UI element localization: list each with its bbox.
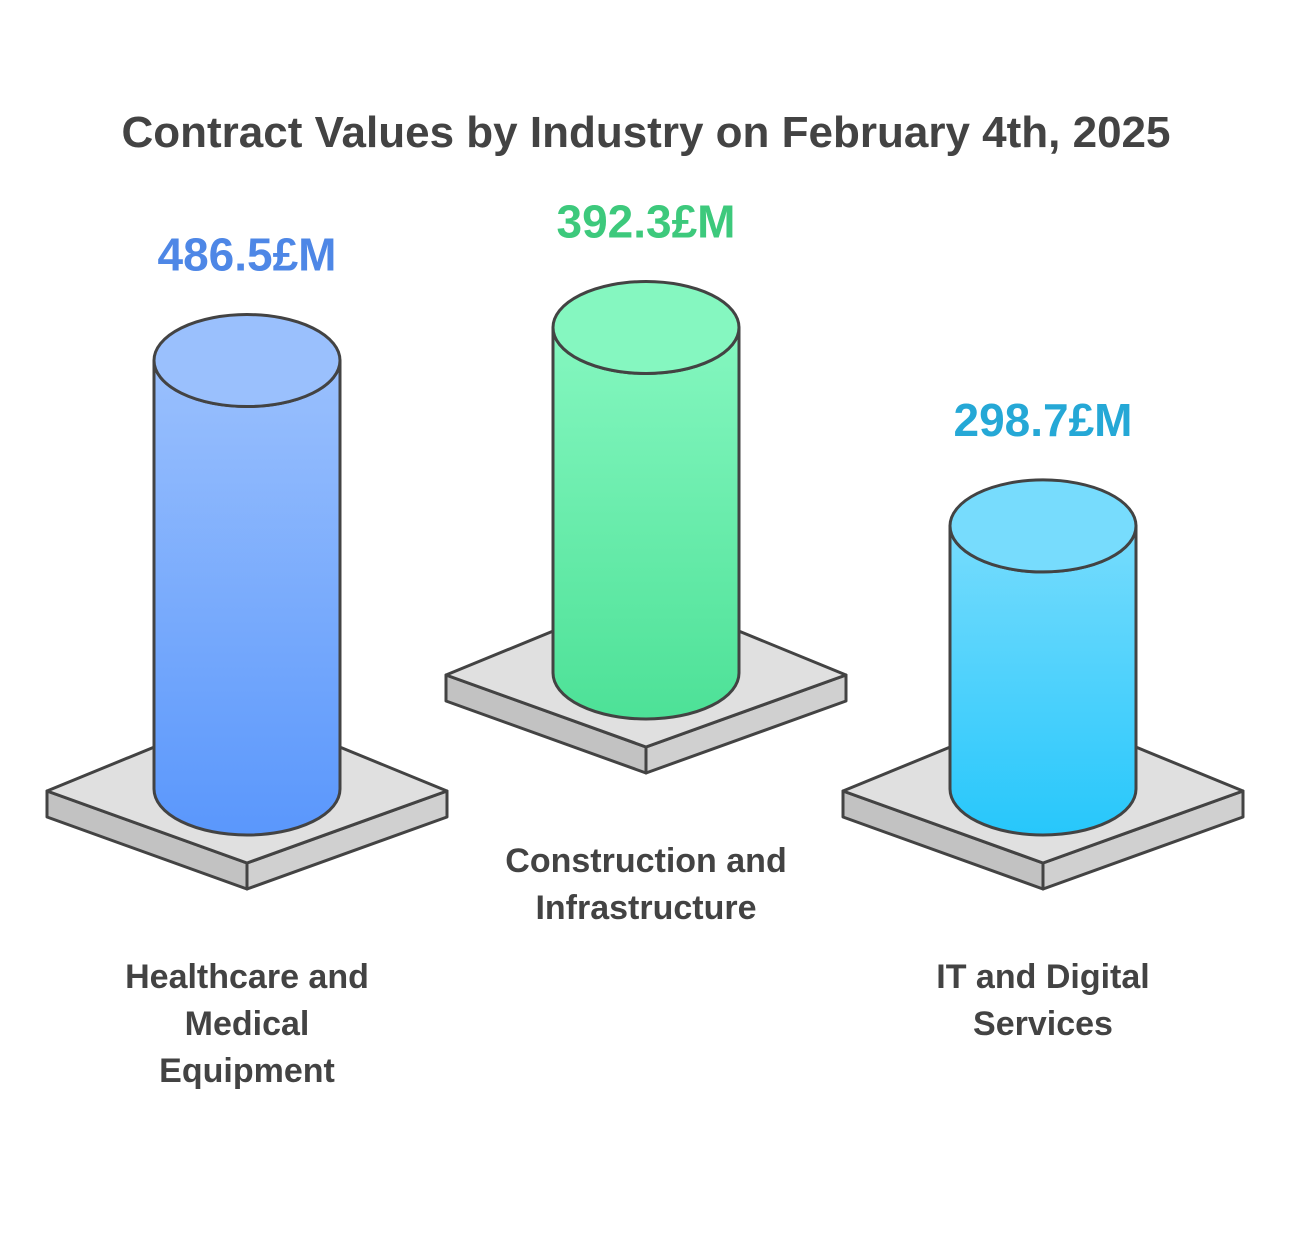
category-label-line: Equipment xyxy=(159,1052,335,1090)
bar-group-2: 298.7£M IT and Digital Services xyxy=(841,394,1245,1043)
category-label-line: Construction and xyxy=(505,842,786,880)
bar-cylinder-top xyxy=(152,313,342,409)
bar-cylinder xyxy=(152,359,342,837)
category-label-line: Services xyxy=(973,1005,1113,1043)
value-label: 298.7£M xyxy=(953,394,1132,446)
category-label-line: Healthcare and xyxy=(125,958,369,996)
bar-group-1: 392.3£M Construction and Infrastructure xyxy=(444,196,848,927)
bars-group: 486.5£M Healthcare and Medical Equipment 392… xyxy=(45,196,1245,1090)
chart-title: Contract Values by Industry on February … xyxy=(122,108,1171,157)
value-label: 392.3£M xyxy=(556,196,735,248)
category-label-line: IT and Digital xyxy=(936,958,1149,996)
category-label: Construction and Infrastructure xyxy=(505,842,786,927)
category-label-line: Infrastructure xyxy=(535,889,756,927)
bar-cylinder-top xyxy=(948,478,1138,574)
category-label: IT and Digital Services xyxy=(936,958,1149,1043)
category-label-line: Medical xyxy=(185,1005,310,1043)
category-label: Healthcare and Medical Equipment xyxy=(125,958,369,1090)
value-label: 486.5£M xyxy=(157,229,336,281)
bar-cylinder-top xyxy=(551,280,741,376)
bar-group-0: 486.5£M Healthcare and Medical Equipment xyxy=(45,229,449,1090)
bar-cylinder xyxy=(551,326,741,721)
